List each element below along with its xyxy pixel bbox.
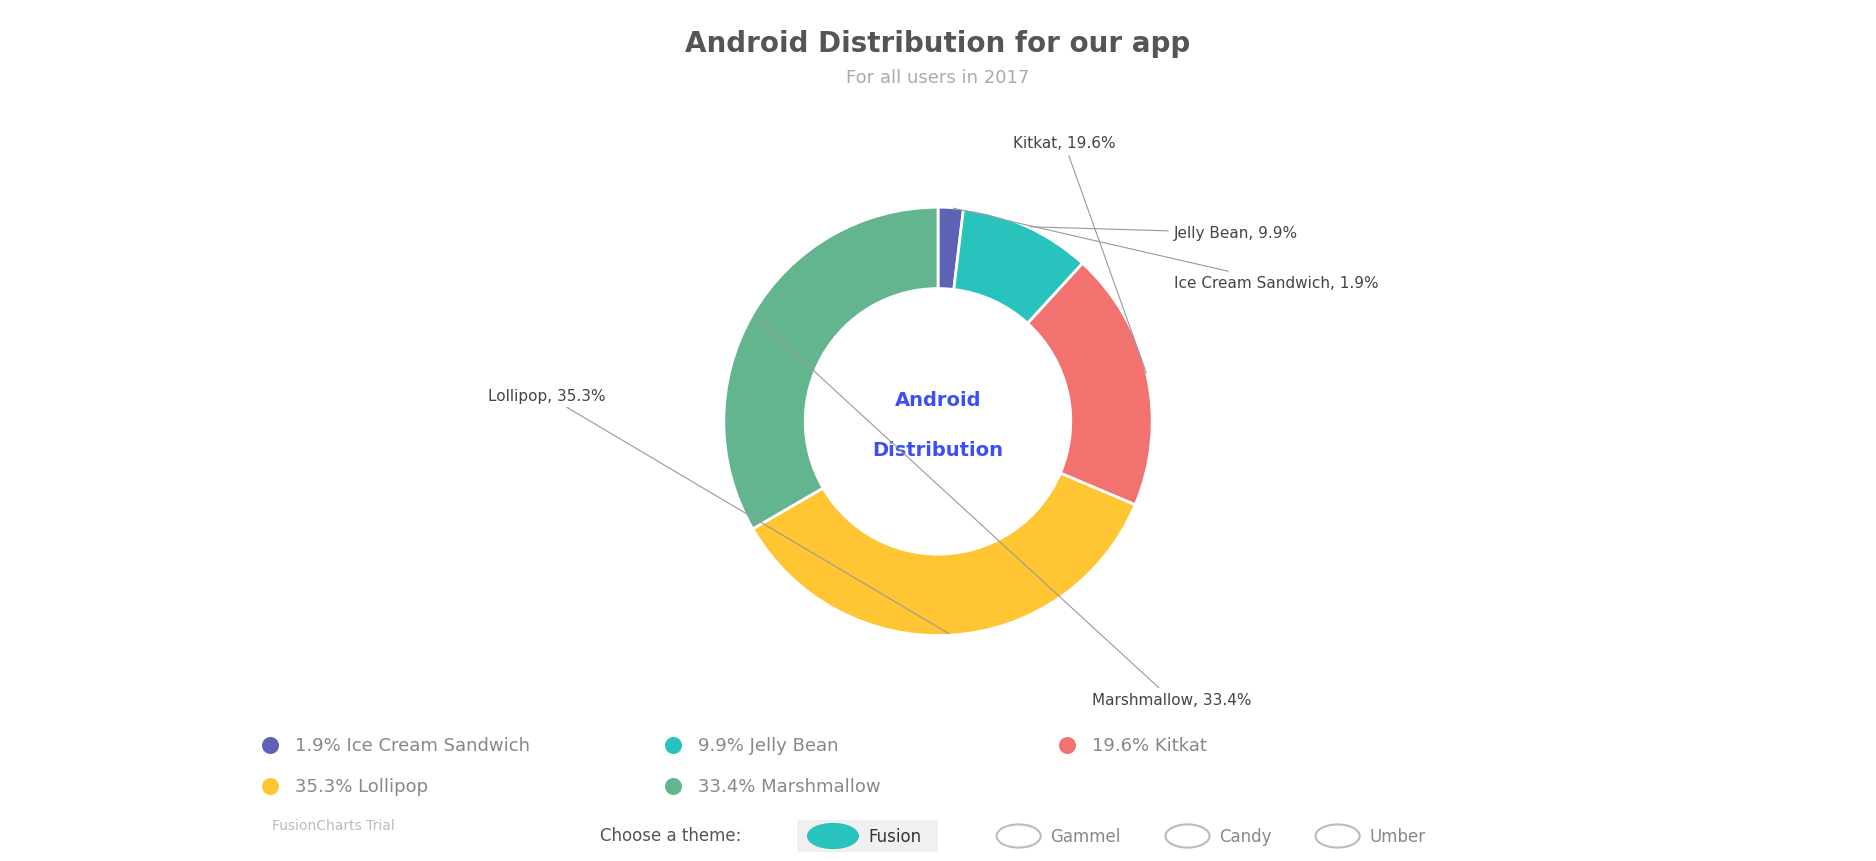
Text: 9.9% Jelly Bean: 9.9% Jelly Bean	[698, 736, 839, 753]
Point	[658, 779, 688, 793]
Wedge shape	[938, 208, 964, 290]
Wedge shape	[1028, 264, 1152, 505]
Text: Android: Android	[895, 391, 981, 410]
Wedge shape	[752, 474, 1135, 635]
Text: Marshmallow, 33.4%: Marshmallow, 33.4%	[754, 317, 1251, 708]
Text: Fusion: Fusion	[869, 827, 921, 845]
Text: 1.9% Ice Cream Sandwich: 1.9% Ice Cream Sandwich	[295, 736, 529, 753]
Text: 19.6% Kitkat: 19.6% Kitkat	[1092, 736, 1206, 753]
Text: Jelly Bean, 9.9%: Jelly Bean, 9.9%	[1030, 226, 1298, 241]
Text: For all users in 2017: For all users in 2017	[846, 69, 1030, 87]
Circle shape	[807, 824, 857, 848]
Text: Kitkat, 19.6%: Kitkat, 19.6%	[1013, 136, 1146, 374]
Point	[1052, 738, 1082, 752]
Text: Ice Cream Sandwich, 1.9%: Ice Cream Sandwich, 1.9%	[953, 209, 1379, 290]
FancyBboxPatch shape	[786, 817, 949, 855]
Text: 35.3% Lollipop: 35.3% Lollipop	[295, 777, 428, 795]
Point	[658, 738, 688, 752]
Point	[255, 779, 285, 793]
Text: Choose a theme:: Choose a theme:	[600, 827, 741, 844]
Text: Android Distribution for our app: Android Distribution for our app	[685, 30, 1191, 58]
Text: 33.4% Marshmallow: 33.4% Marshmallow	[698, 777, 880, 795]
Text: Distribution: Distribution	[872, 440, 1004, 459]
Text: Gammel: Gammel	[1051, 827, 1122, 845]
Wedge shape	[724, 208, 938, 530]
Text: FusionCharts Trial: FusionCharts Trial	[272, 818, 394, 832]
Text: Lollipop, 35.3%: Lollipop, 35.3%	[488, 388, 949, 634]
Text: Umber: Umber	[1369, 827, 1426, 845]
Wedge shape	[953, 209, 1082, 324]
Text: Candy: Candy	[1219, 827, 1272, 845]
Point	[255, 738, 285, 752]
